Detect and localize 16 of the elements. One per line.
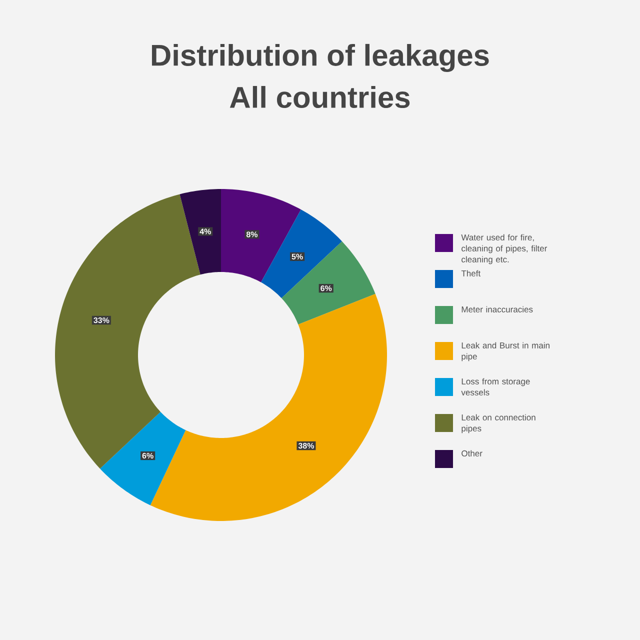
chart-title: Distribution of leakages (152, 44, 489, 72)
data-label: 6% (142, 452, 154, 459)
legend-label: Leak and Burst in main pipe (462, 342, 550, 362)
legend-label: Loss from storage vessels (461, 378, 530, 396)
legend-label: Leak on connection pipes (462, 414, 536, 434)
legend-label: Theft (461, 270, 481, 276)
legend-label: Water used for fire, cleaning of pipes, filter cleaning etc. (461, 234, 548, 264)
data-label: 38% (298, 442, 314, 449)
data-label: 4% (200, 228, 211, 234)
data-label: 8% (246, 232, 258, 238)
chart-subtitle: All countries (230, 86, 410, 108)
legend-label: Other (462, 450, 482, 456)
legend-label: Meter inaccuracies (462, 306, 533, 312)
data-label: 5% (292, 254, 303, 260)
data-label: 33% (94, 317, 110, 324)
data-label: 6% (320, 285, 332, 292)
